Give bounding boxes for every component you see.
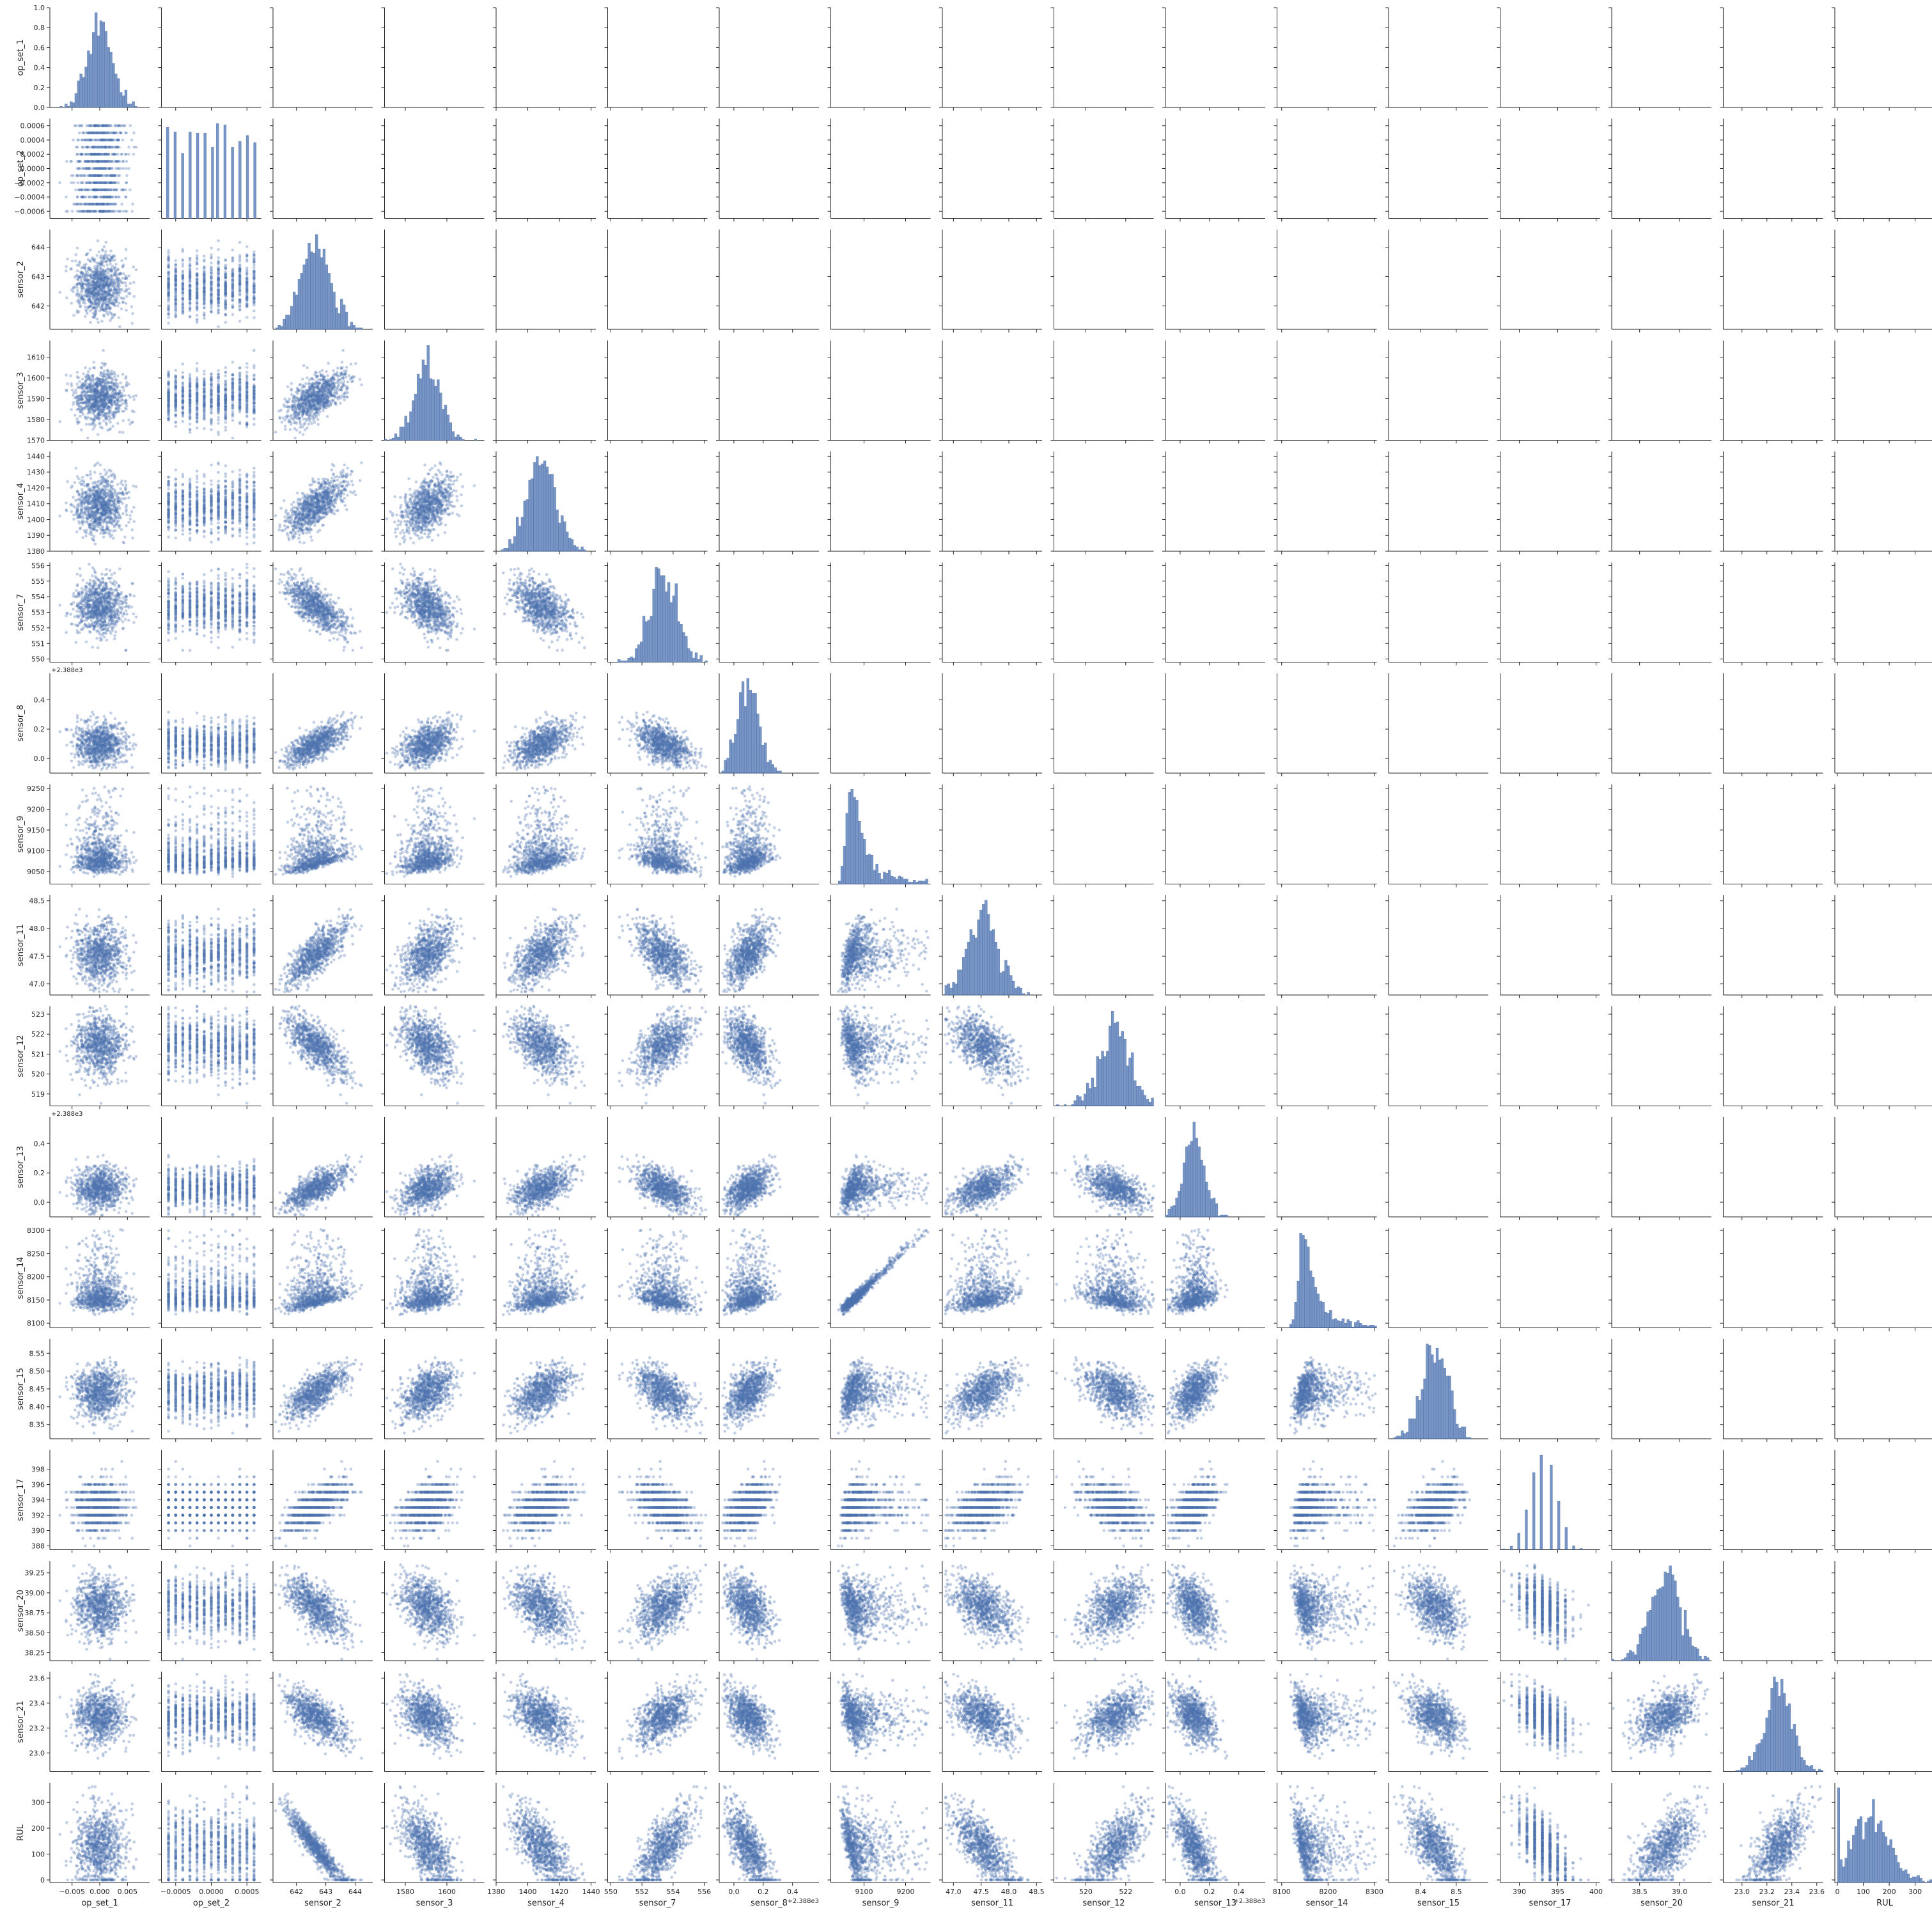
scatter-point xyxy=(129,189,132,192)
scatter-point xyxy=(132,153,136,156)
scatter-point xyxy=(71,210,74,213)
y-tick-label: −0.0006 xyxy=(14,207,45,215)
scatter-point xyxy=(117,167,120,170)
cell-op_set_1-vs-sensor_12 xyxy=(1051,8,1154,111)
histogram-bar xyxy=(60,106,63,107)
scatter-point xyxy=(65,196,68,199)
scatter-point xyxy=(113,210,116,213)
histogram-bar xyxy=(125,90,127,107)
y-tick-label: 0.0004 xyxy=(20,136,45,145)
histogram-bar xyxy=(70,102,72,107)
scatter-point xyxy=(118,196,121,199)
histogram-bar xyxy=(132,102,135,107)
scatter-point xyxy=(127,167,130,170)
scatter-point xyxy=(131,203,134,206)
histogram-bar xyxy=(107,47,110,107)
histogram-bar xyxy=(77,81,80,107)
histogram-bar xyxy=(113,63,115,107)
cell-op_set_1-vs-sensor_9 xyxy=(828,8,931,111)
histogram-bar xyxy=(114,74,117,107)
histogram-bar xyxy=(117,79,120,107)
histogram-bar xyxy=(102,22,105,107)
y-tick-label: 0.0 xyxy=(34,104,45,112)
y-tick-label: 1.0 xyxy=(34,4,45,12)
scatter-point xyxy=(77,182,80,185)
scatter-point xyxy=(114,167,118,170)
histogram-bar xyxy=(82,77,85,107)
histogram-bar xyxy=(72,103,75,107)
scatter-point xyxy=(125,153,128,156)
cell-op_set_1-vs-sensor_14 xyxy=(1274,8,1377,111)
y-tick-label: 0.2 xyxy=(34,84,45,92)
cell-op_set_1-vs-sensor_2 xyxy=(270,8,373,111)
cell-op_set_1-vs-sensor_13 xyxy=(1162,8,1265,111)
histogram-bar xyxy=(110,52,113,107)
cell-op_set_1-vs-sensor_17 xyxy=(1497,8,1600,111)
cell-op_set_1-vs-sensor_3 xyxy=(382,8,485,111)
histogram-bar xyxy=(105,31,107,107)
cell-op_set_1-vs-op_set_2 xyxy=(159,8,261,111)
histogram-bar xyxy=(90,54,92,107)
cell-op_set_1-vs-RUL xyxy=(1832,8,1932,111)
y-tick-label: 0.0006 xyxy=(20,122,45,130)
histogram-bar xyxy=(135,106,137,107)
histogram-bar xyxy=(92,33,95,107)
scatter-point xyxy=(75,124,78,127)
scatter-point xyxy=(125,160,129,163)
cell-op_set_1-vs-sensor_8 xyxy=(716,8,819,111)
histogram-bar xyxy=(120,93,122,107)
scatter-point xyxy=(116,160,119,163)
histogram-bar xyxy=(127,104,130,107)
scatter-point xyxy=(58,182,61,185)
histogram-bar xyxy=(95,13,97,107)
y-tick-label: 0.8 xyxy=(34,24,45,32)
cell-op_set_1-vs-sensor_21 xyxy=(1720,8,1823,111)
cell-op_set_1-vs-sensor_4 xyxy=(493,8,596,111)
cell-op_set_1-vs-sensor_11 xyxy=(939,8,1042,111)
cell-op_set_2-vs-op_set_1: −0.0006−0.0004−0.00020.00000.00020.00040… xyxy=(14,119,150,222)
scatter-point xyxy=(121,139,125,142)
pair-grid-cells: 0.00.20.40.60.81.0−0.0006−0.0004−0.00020… xyxy=(14,4,1932,1908)
histogram-bar xyxy=(80,74,82,107)
histogram-bar xyxy=(88,51,90,107)
histogram-bar xyxy=(100,20,102,107)
scatter-point xyxy=(69,160,72,163)
cell-op_set_1-vs-op_set_1: 0.0 0.2 0.4 0.6 0.8 1.0 xyxy=(34,4,150,112)
histogram-bar xyxy=(67,106,70,107)
histogram-bar xyxy=(75,93,77,107)
y-tick-label: 0.6 xyxy=(34,43,45,52)
scatter-point xyxy=(72,139,75,142)
cell-op_set_1-vs-sensor_7 xyxy=(605,8,708,111)
scatter-point xyxy=(117,174,120,177)
scatter-point xyxy=(125,182,129,185)
scatter-point xyxy=(130,139,134,142)
histogram-bar xyxy=(65,104,67,107)
histogram-bar xyxy=(97,36,100,107)
histogram-bar xyxy=(85,67,88,107)
y-tick-label: 0.4 xyxy=(34,64,45,72)
scatter-point xyxy=(127,153,130,156)
histogram-bar xyxy=(130,104,132,107)
cell-op_set_1-vs-sensor_15 xyxy=(1385,8,1488,111)
scatter-point xyxy=(91,167,94,170)
scatter-point xyxy=(74,189,77,192)
histogram-bar xyxy=(122,96,125,107)
cell-op_set_1-vs-sensor_20 xyxy=(1609,8,1711,111)
y-tick-label: −0.0004 xyxy=(14,193,45,201)
